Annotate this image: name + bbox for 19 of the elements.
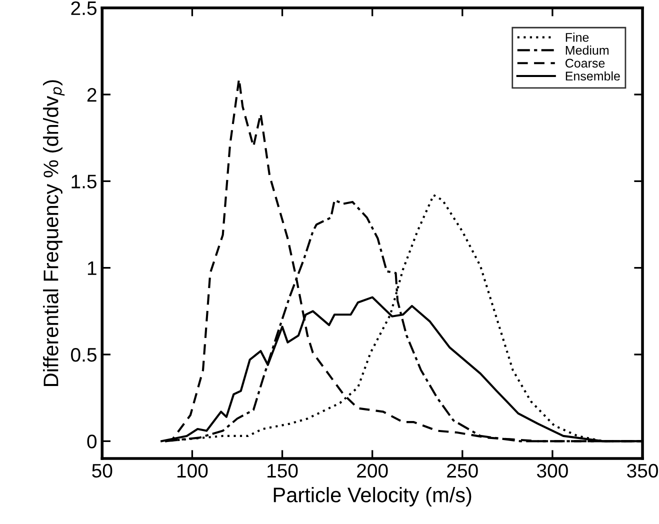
x-tick-label: 300 xyxy=(536,464,568,478)
y-tick-label: 2.5 xyxy=(71,1,96,16)
x-tick-label: 150 xyxy=(268,464,298,478)
x-tick-label: 350 xyxy=(627,464,658,478)
legend-label: Fine xyxy=(566,32,589,42)
y-tick-label: 1.5 xyxy=(72,174,96,188)
x-tick-label: 100 xyxy=(177,464,208,478)
y-tick-label: 0 xyxy=(87,434,97,448)
legend-label: Coarse xyxy=(566,58,605,68)
x-axis-title: Particle Velocity (m/s) xyxy=(274,487,472,506)
y-tick-label: 1 xyxy=(88,262,96,275)
x-tick-label: 250 xyxy=(447,464,478,478)
y-tick-label: 0.5 xyxy=(71,348,96,362)
x-tick-label: 50 xyxy=(92,464,112,478)
legend-label: Medium xyxy=(566,46,609,55)
legend-label: Ensemble xyxy=(566,71,620,81)
y-axis-title: Differential Frequency % (dn/dv$_{p}$) xyxy=(43,80,65,386)
y-tick-label: 2 xyxy=(87,88,96,102)
x-tick-label: 200 xyxy=(357,464,388,478)
